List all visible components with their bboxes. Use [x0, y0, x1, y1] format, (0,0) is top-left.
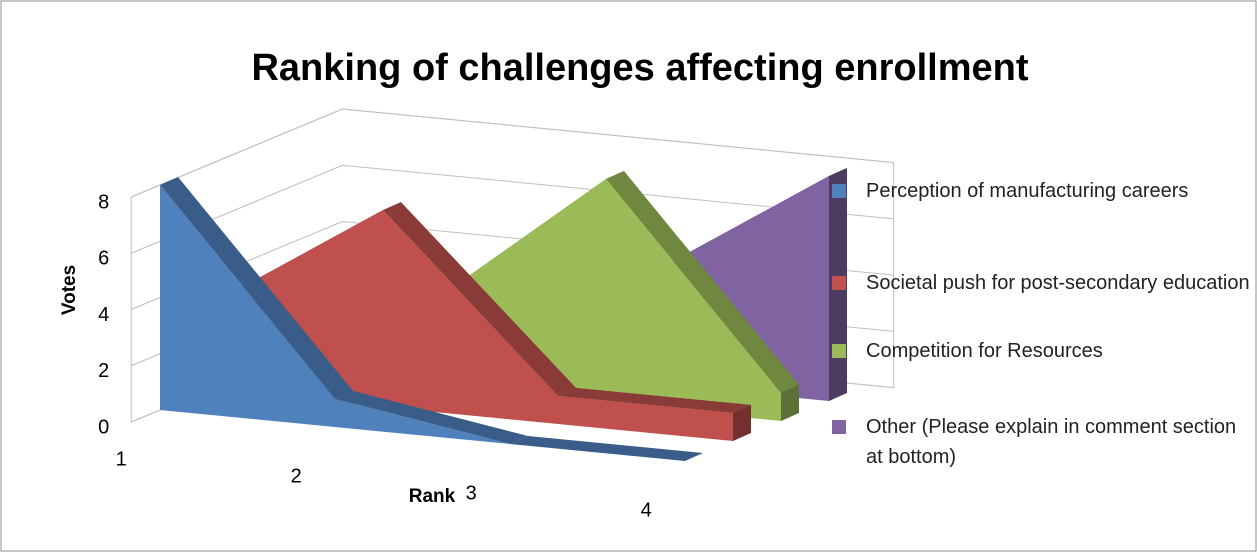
area-side: [733, 404, 751, 441]
y-tick-label: 6: [98, 248, 109, 270]
area-top: [160, 177, 353, 399]
x-tick-label: 4: [641, 499, 652, 521]
x-tick-label: 1: [116, 448, 127, 470]
legend-label: Competition for Resources: [866, 340, 1103, 362]
x-tick-label: 3: [466, 482, 477, 504]
y-axis-label: Votes: [59, 265, 80, 315]
legend-label: Other (Please explain in comment section…: [866, 416, 1237, 468]
area-top: [383, 202, 576, 396]
area: [160, 185, 685, 461]
legend-item: Competition for Resources: [832, 336, 1256, 366]
x-tick-label: 2: [291, 465, 302, 487]
legend-item: Perception of manufacturing careers: [832, 176, 1256, 206]
area-top: [335, 390, 528, 444]
y-tick-label: 2: [98, 360, 109, 382]
chart-title: Ranking of challenges affecting enrollme…: [251, 47, 1028, 89]
legend-label: Societal push for post-secondary educati…: [866, 272, 1250, 294]
area-top: [510, 436, 703, 461]
area-top: [558, 387, 751, 413]
legend-label: Perception of manufacturing careers: [866, 180, 1189, 202]
x-axis-label: Rank: [409, 486, 456, 507]
legend-swatch: [832, 344, 846, 358]
legend-swatch: [832, 276, 846, 290]
y-tick-label: 4: [98, 304, 109, 326]
area-side: [781, 384, 799, 421]
legend-item: Societal push for post-secondary educati…: [832, 268, 1256, 298]
y-tick-label: 0: [98, 416, 109, 438]
y-tick-label: 8: [98, 191, 109, 213]
grid-line: [131, 108, 894, 198]
series: [160, 177, 703, 461]
legend-item: Other (Please explain in comment section…: [832, 412, 1256, 472]
legend-swatch: [832, 420, 846, 434]
area-top: [606, 171, 799, 393]
legend-swatch: [832, 184, 846, 198]
